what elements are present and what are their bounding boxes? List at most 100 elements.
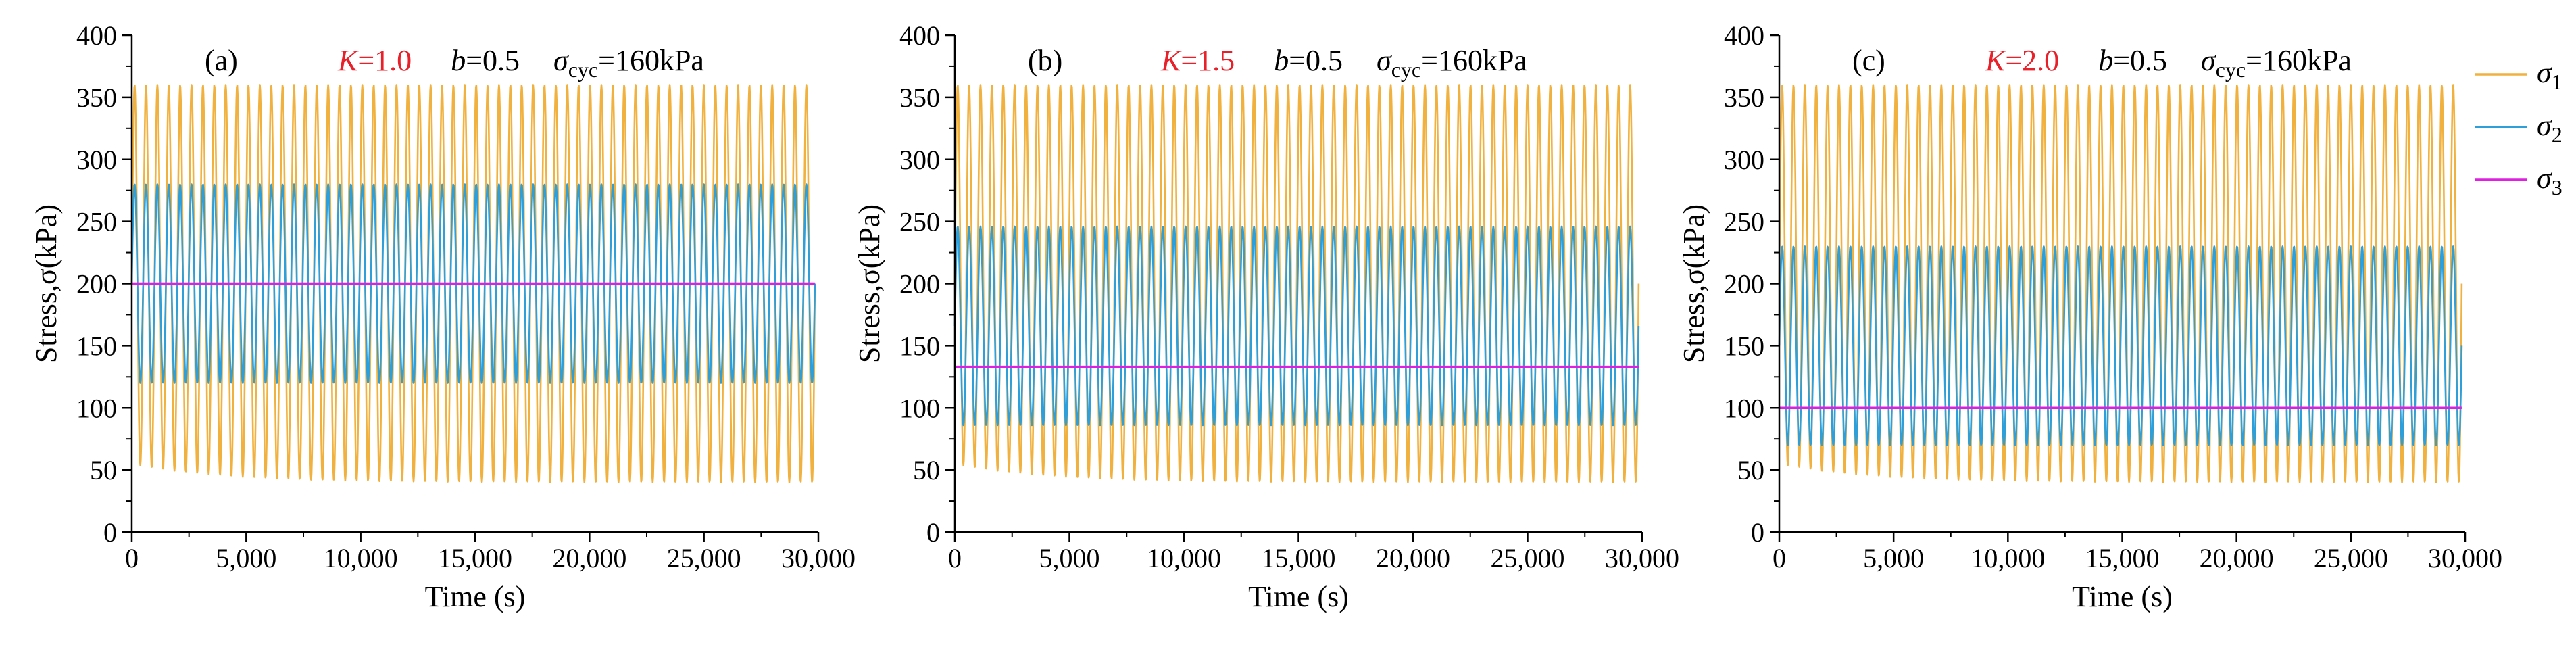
x-tick-label: 5,000	[1863, 543, 1924, 573]
y-tick-label: 350	[76, 82, 117, 113]
legend-label: σ1	[2537, 56, 2562, 94]
y-axis-title: Stress,σ(kPa)	[853, 204, 886, 363]
sigma-symbol: σ	[1377, 44, 1393, 77]
plot-area	[953, 84, 1640, 483]
x-tick-label: 20,000	[552, 543, 626, 573]
plot-area	[1778, 84, 2463, 483]
b-value: =0.5	[466, 44, 520, 77]
x-tick-label: 15,000	[438, 543, 512, 573]
y-tick-label: 300	[76, 145, 117, 175]
x-tick-label: 10,000	[1147, 543, 1221, 573]
k-symbol: K	[1985, 44, 2007, 77]
b-symbol: b	[2098, 44, 2113, 77]
legend-subscript: 2	[2552, 122, 2562, 147]
b-symbol: b	[1274, 44, 1289, 77]
y-tick-label: 250	[76, 207, 117, 237]
x-tick-label: 0	[948, 543, 962, 573]
x-tick-label: 30,000	[781, 543, 856, 573]
k-symbol: K	[337, 44, 360, 77]
sigma-subscript: cyc	[1391, 57, 1421, 82]
y-tick-label: 150	[1724, 331, 1764, 361]
y-tick-label: 400	[1724, 20, 1764, 51]
sigma-value: =160kPa	[2246, 44, 2352, 77]
y-tick-label: 300	[1724, 145, 1764, 175]
legend-item: σ2	[2475, 109, 2562, 147]
series-line-σ2	[1778, 245, 2463, 446]
legend-symbol: σ	[2537, 109, 2553, 142]
x-axis-title: Time (s)	[2072, 580, 2173, 613]
y-tick-label: 200	[1724, 269, 1764, 299]
y-tick-label: 50	[90, 455, 117, 485]
legend-subscript: 1	[2552, 70, 2562, 94]
y-tick-label: 400	[76, 20, 117, 51]
k-value: =1.0	[357, 44, 412, 77]
y-tick-label: 50	[913, 455, 940, 485]
parameter-annotation: K=1.5 b=0.5 σcyc=160kPa	[1160, 44, 1527, 82]
y-tick-label: 100	[76, 393, 117, 423]
y-tick-label: 350	[899, 82, 940, 113]
y-tick-label: 150	[899, 331, 940, 361]
x-tick-label: 0	[125, 543, 139, 573]
y-tick-label: 0	[103, 517, 117, 548]
k-value: =1.5	[1181, 44, 1235, 77]
x-tick-label: 5,000	[1039, 543, 1100, 573]
panel-label: (b)	[1028, 44, 1062, 77]
legend-item: σ1	[2475, 56, 2562, 94]
sigma-subscript: cyc	[568, 57, 598, 82]
y-axis-title: Stress,σ(kPa)	[30, 204, 63, 363]
x-axis-title: Time (s)	[425, 580, 526, 613]
y-tick-label: 0	[1751, 517, 1764, 548]
x-tick-label: 20,000	[1376, 543, 1450, 573]
panel-b: 0 50 100 150 200 250 300 350 400 0 5,000 10,000 15,0…	[853, 20, 1679, 613]
x-tick-label: 5,000	[216, 543, 276, 573]
panel-label: (c)	[1852, 44, 1885, 77]
x-tick-label: 20,000	[2200, 543, 2274, 573]
y-tick-label: 200	[76, 269, 117, 299]
y-tick-label: 150	[76, 331, 117, 361]
sigma-value: =160kPa	[1421, 44, 1527, 77]
y-tick-label: 50	[1737, 455, 1764, 485]
series-line-σ2	[953, 225, 1640, 427]
y-tick-label: 200	[899, 269, 940, 299]
legend-symbol: σ	[2537, 162, 2553, 195]
k-value: =2.0	[2005, 44, 2059, 77]
y-tick-label: 300	[899, 145, 940, 175]
y-axis-title: Stress,σ(kPa)	[1677, 204, 1710, 363]
x-tick-label: 15,000	[1262, 543, 1336, 573]
x-tick-label: 0	[1773, 543, 1786, 573]
y-tick-label: 350	[1724, 82, 1764, 113]
parameter-annotation: K=2.0 b=0.5 σcyc=160kPa	[1985, 44, 2352, 82]
k-symbol: K	[1160, 44, 1183, 77]
panel-c: 0 50 100 150 200 250 300 350 400 0 5,000 10,000 15,0…	[1677, 20, 2502, 613]
legend-item: σ3	[2475, 162, 2562, 199]
y-tick-label: 250	[899, 207, 940, 237]
legend-subscript: 3	[2552, 175, 2562, 199]
panel-a: 0 50 100 150 200 250 300 350 400 0 5,000 10,000 15,0…	[30, 20, 856, 613]
x-axis-title: Time (s)	[1248, 580, 1349, 613]
y-tick-label: 400	[899, 20, 940, 51]
y-tick-label: 0	[926, 517, 940, 548]
y-tick-label: 250	[1724, 207, 1764, 237]
x-tick-label: 25,000	[667, 543, 741, 573]
x-tick-label: 10,000	[324, 543, 398, 573]
sigma-symbol: σ	[2201, 44, 2217, 77]
y-tick-label: 100	[899, 393, 940, 423]
x-tick-label: 30,000	[1605, 543, 1679, 573]
parameter-annotation: K=1.0 b=0.5 σcyc=160kPa	[337, 44, 704, 82]
legend-label: σ3	[2537, 162, 2562, 199]
x-tick-label: 15,000	[2085, 543, 2160, 573]
legend-symbol: σ	[2537, 56, 2553, 89]
legend-label: σ2	[2537, 109, 2562, 147]
b-symbol: b	[451, 44, 466, 77]
plot-area	[130, 84, 816, 483]
panel-label: (a)	[205, 44, 238, 77]
sigma-subscript: cyc	[2216, 57, 2246, 82]
x-tick-label: 10,000	[1971, 543, 2045, 573]
b-value: =0.5	[2113, 44, 2167, 77]
sigma-value: =160kPa	[598, 44, 704, 77]
x-tick-label: 25,000	[2314, 543, 2388, 573]
x-tick-label: 25,000	[1491, 543, 1565, 573]
y-tick-label: 100	[1724, 393, 1764, 423]
